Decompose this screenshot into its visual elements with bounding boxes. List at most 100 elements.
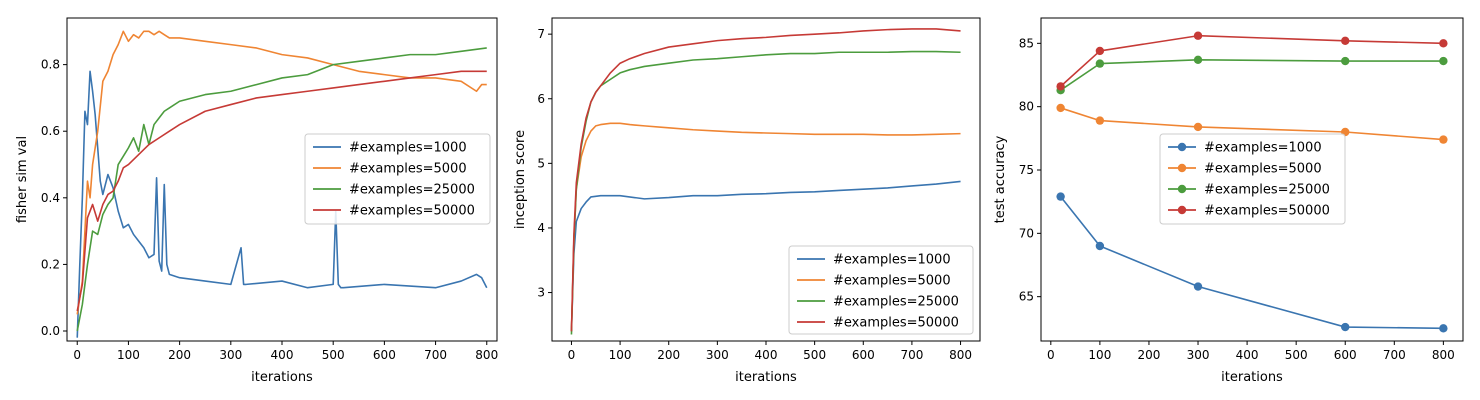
legend-marker xyxy=(1177,142,1187,152)
x-tick-label: 800 xyxy=(949,348,972,362)
legend: #examples=1000 #examples=5000 #examples=25… xyxy=(304,133,491,225)
x-tick-label: 600 xyxy=(1334,348,1357,362)
x-tick-label: 200 xyxy=(168,348,191,362)
legend-label: #examples=5000 xyxy=(833,274,951,289)
x-tick-label: 500 xyxy=(322,348,345,362)
data-point xyxy=(1439,39,1448,48)
x-tick-label: 300 xyxy=(219,348,242,362)
data-point xyxy=(1193,282,1203,291)
y-tick-label: 0.6 xyxy=(41,124,60,138)
legend-marker xyxy=(1177,184,1187,194)
x-tick-label: 500 xyxy=(803,348,826,362)
x-tick-label: 400 xyxy=(271,348,294,362)
x-tick-label: 0 xyxy=(568,348,576,362)
x-tick-label: 700 xyxy=(900,348,923,362)
y-axis-label: test accuracy xyxy=(993,135,1008,223)
legend-label: #examples=50000 xyxy=(833,316,959,331)
x-tick-label: 700 xyxy=(424,348,447,362)
y-tick-label: 4 xyxy=(537,221,545,235)
x-tick-label: 0 xyxy=(1047,348,1055,362)
y-tick-label: 75 xyxy=(1019,163,1034,177)
data-point xyxy=(1056,192,1065,201)
series-line-2 xyxy=(570,122,961,332)
data-point xyxy=(1341,36,1350,45)
series-line-4 xyxy=(570,28,961,332)
chart-panel-3: 0 100 200 300 400 500 600 700 800 65 70 75 80 85 itera… xyxy=(993,17,1464,385)
x-tick-label: 100 xyxy=(609,348,632,362)
data-point xyxy=(1095,241,1105,251)
legend-label: #examples=50000 xyxy=(1204,204,1330,219)
x-tick-label: 200 xyxy=(1138,348,1161,362)
series-line-3 xyxy=(76,47,487,332)
x-tick-label: 100 xyxy=(117,348,140,362)
legend: #examples=1000 #examples=5000 #examples=25… xyxy=(788,245,974,335)
y-tick-label: 65 xyxy=(1019,290,1034,304)
series-line-4 xyxy=(76,70,487,312)
x-tick-label: 100 xyxy=(1088,348,1111,362)
legend-label: #examples=1000 xyxy=(833,253,951,268)
y-axis-label: fisher sim val xyxy=(15,136,30,223)
x-tick-label: 400 xyxy=(1236,348,1259,362)
series-line-3 xyxy=(1060,58,1444,91)
series-line-2 xyxy=(76,30,487,315)
data-point xyxy=(1056,103,1065,113)
y-tick-label: 0.0 xyxy=(41,324,60,338)
y-tick-label: 5 xyxy=(537,156,545,170)
y-axis-label: inception score xyxy=(513,130,528,229)
x-axis-label: iterations xyxy=(251,370,313,385)
series-line-1 xyxy=(76,70,488,338)
data-point xyxy=(1095,116,1105,125)
y-tick-label: 0.8 xyxy=(41,58,60,72)
data-point xyxy=(1341,56,1350,66)
data-point xyxy=(1439,135,1448,144)
data-point xyxy=(1341,322,1350,332)
x-tick-label: 400 xyxy=(755,348,778,362)
data-point xyxy=(1439,56,1448,66)
x-axis-label: iterations xyxy=(1221,370,1283,385)
legend-label: #examples=1000 xyxy=(1204,141,1322,156)
legend-label: #examples=5000 xyxy=(1204,162,1322,177)
legend-marker xyxy=(1177,163,1187,173)
chart-panel-1: 0 100 200 300 400 500 600 700 800 0.0 0.2 0.4 0.6 0.8… xyxy=(15,17,498,385)
y-tick-label: 6 xyxy=(537,92,545,106)
x-tick-label: 800 xyxy=(475,348,498,362)
legend-box xyxy=(1159,133,1346,225)
data-point xyxy=(1193,55,1203,64)
legend-label: #examples=50000 xyxy=(349,204,475,219)
legend-label: #examples=1000 xyxy=(349,141,467,156)
legend-label: #examples=25000 xyxy=(833,295,959,310)
x-tick-label: 0 xyxy=(73,348,81,362)
legend: #examples=1000 #examples=5000 #examples=25… xyxy=(1159,133,1346,225)
data-point xyxy=(1193,122,1203,132)
data-point xyxy=(1439,324,1448,333)
legend-label: #examples=5000 xyxy=(349,162,467,177)
y-tick-label: 80 xyxy=(1019,100,1034,114)
plot-frame xyxy=(1040,17,1464,342)
legend-box xyxy=(304,133,491,225)
x-tick-label: 300 xyxy=(706,348,729,362)
data-point xyxy=(1193,31,1203,40)
y-tick-label: 3 xyxy=(537,286,545,300)
x-tick-label: 200 xyxy=(657,348,680,362)
y-tick-label: 70 xyxy=(1019,226,1034,240)
y-tick-label: 0.4 xyxy=(41,191,60,205)
data-point xyxy=(1095,59,1105,68)
y-tick-label: 0.2 xyxy=(41,257,60,271)
x-axis-label: iterations xyxy=(735,370,797,385)
x-tick-label: 500 xyxy=(1285,348,1308,362)
x-tick-label: 600 xyxy=(852,348,875,362)
chart-panel-2: 0 100 200 300 400 500 600 700 800 3 4 5 6 7 iterations… xyxy=(513,17,981,385)
legend-marker xyxy=(1177,205,1187,215)
series-line-1 xyxy=(570,180,961,332)
y-tick-label: 85 xyxy=(1019,36,1034,50)
legend-box xyxy=(788,245,974,335)
legend-label: #examples=25000 xyxy=(1204,183,1330,198)
x-tick-label: 800 xyxy=(1432,348,1455,362)
x-tick-label: 700 xyxy=(1383,348,1406,362)
data-point xyxy=(1095,46,1105,56)
legend-label: #examples=25000 xyxy=(349,183,475,198)
data-point xyxy=(1056,82,1065,91)
y-tick-label: 7 xyxy=(537,27,545,41)
x-tick-label: 300 xyxy=(1187,348,1210,362)
